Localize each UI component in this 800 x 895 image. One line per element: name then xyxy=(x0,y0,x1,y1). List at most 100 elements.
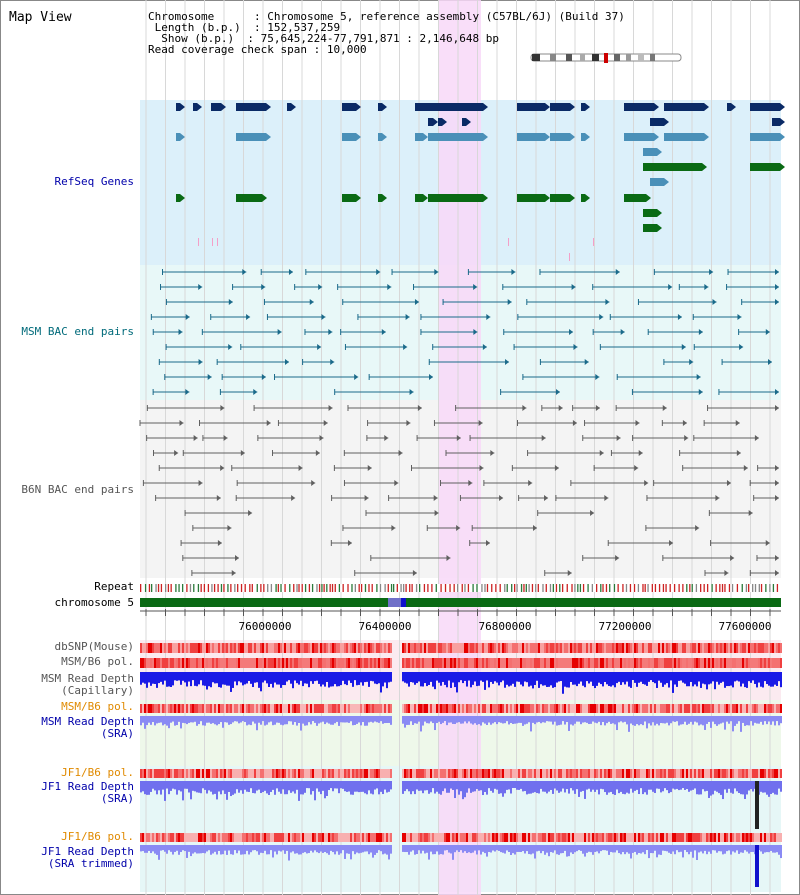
gene-arrow xyxy=(545,133,550,141)
depth-bar xyxy=(144,672,146,684)
depth-bar xyxy=(712,672,714,682)
polymorphism-mark xyxy=(212,658,214,668)
polymorphism-mark xyxy=(164,704,166,713)
polymorphism-mark xyxy=(468,704,470,713)
polymorphism-mark xyxy=(738,643,740,653)
track-label-refseq[interactable]: RefSeq Genes xyxy=(54,175,134,188)
polymorphism-mark xyxy=(176,769,178,778)
track-label-jf1-b6-pol-2[interactable]: JF1/B6 pol. xyxy=(61,830,134,843)
polymorphism-mark xyxy=(264,704,266,713)
polymorphism-mark xyxy=(154,704,156,713)
depth-bar xyxy=(172,716,174,722)
depth-bar xyxy=(706,781,708,791)
track-label-msm-bac[interactable]: MSM BAC end pairs xyxy=(21,325,134,338)
polymorphism-mark xyxy=(448,658,450,668)
polymorphism-mark xyxy=(750,643,752,653)
polymorphism-mark xyxy=(508,769,510,778)
track-label-msm-depth-capillary[interactable]: MSM Read Depth (Capillary) xyxy=(41,673,134,697)
depth-bar xyxy=(580,716,582,725)
polymorphism-mark xyxy=(680,658,682,668)
depth-bar xyxy=(526,781,528,795)
polymorphism-mark xyxy=(414,658,416,668)
polymorphism-mark xyxy=(414,643,416,653)
repeat-mark xyxy=(647,584,649,592)
depth-bar xyxy=(728,716,730,724)
depth-bar xyxy=(282,781,284,790)
polymorphism-mark xyxy=(608,643,610,653)
track-label-msm-b6-pol-2[interactable]: MSM/B6 pol. xyxy=(61,700,134,713)
depth-bar xyxy=(562,672,564,694)
polymorphism-mark xyxy=(324,704,326,713)
track-label-jf1-depth-trimmed[interactable]: JF1 Read Depth (SRA trimmed) xyxy=(41,846,134,870)
depth-bar xyxy=(530,781,532,794)
polymorphism-mark xyxy=(262,658,264,668)
track-label-msm-depth-sra[interactable]: MSM Read Depth (SRA) xyxy=(41,716,134,740)
polymorphism-mark xyxy=(368,833,370,842)
polymorphism-mark xyxy=(540,704,542,713)
polymorphism-mark xyxy=(750,658,752,668)
depth-bar xyxy=(192,672,194,681)
depth-bar xyxy=(228,716,230,725)
track-label-b6n-bac[interactable]: B6N BAC end pairs xyxy=(21,483,134,496)
track-label-jf1-b6-pol[interactable]: JF1/B6 pol. xyxy=(61,766,134,779)
polymorphism-mark xyxy=(744,833,746,842)
polymorphism-mark xyxy=(222,658,224,668)
depth-bar xyxy=(732,672,734,688)
depth-bar xyxy=(192,845,194,854)
polymorphism-mark xyxy=(640,658,642,668)
depth-bar xyxy=(776,845,778,853)
polymorphism-mark xyxy=(172,658,174,668)
polymorphism-mark xyxy=(426,704,428,713)
polymorphism-mark xyxy=(406,833,408,842)
chromosome-info: Chromosome : Chromosome 5, reference ass… xyxy=(148,10,625,56)
depth-bar xyxy=(196,781,198,793)
depth-bar xyxy=(192,716,194,723)
polymorphism-mark xyxy=(154,658,156,668)
polymorphism-mark xyxy=(488,769,490,778)
polymorphism-mark xyxy=(560,658,562,668)
polymorphism-mark xyxy=(594,658,596,668)
depth-bar xyxy=(508,716,510,725)
depth-bar xyxy=(176,716,178,726)
depth-bar xyxy=(194,781,196,792)
polymorphism-mark xyxy=(204,658,206,668)
polymorphism-mark xyxy=(534,704,536,713)
bac-pair-end xyxy=(398,450,403,456)
depth-bar xyxy=(590,845,592,853)
chromosome-ideogram[interactable] xyxy=(530,52,685,64)
depth-bar xyxy=(770,672,772,687)
bac-pair-end xyxy=(242,269,247,275)
depth-bar xyxy=(142,716,144,723)
polymorphism-mark xyxy=(286,769,288,778)
depth-bar xyxy=(332,781,334,792)
depth-bar xyxy=(660,716,662,724)
depth-bar xyxy=(142,672,144,683)
depth-bar xyxy=(486,716,488,726)
polymorphism-mark xyxy=(610,833,612,842)
bac-pair-end xyxy=(555,389,560,395)
track-label-msm-b6-pol[interactable]: MSM/B6 pol. xyxy=(61,655,134,668)
polymorphism-mark xyxy=(408,704,410,713)
track-label-repeat[interactable]: Repeat xyxy=(94,580,134,593)
depth-bar xyxy=(742,672,744,684)
depth-bar xyxy=(440,781,442,795)
depth-bar xyxy=(658,672,660,681)
depth-bar xyxy=(548,716,550,722)
depth-bar xyxy=(218,716,220,725)
polymorphism-mark xyxy=(378,769,380,778)
track-label-dbsnp[interactable]: dbSNP(Mouse) xyxy=(54,640,134,653)
bac-pair-end xyxy=(554,465,559,471)
depth-bar xyxy=(520,781,522,789)
polymorphism-mark xyxy=(202,658,204,668)
track-label-jf1-depth-sra[interactable]: JF1 Read Depth (SRA) xyxy=(41,781,134,805)
depth-bar xyxy=(626,781,628,793)
polymorphism-mark xyxy=(682,833,684,842)
polymorphism-mark xyxy=(240,769,242,778)
axis-tick-label: 77200000 xyxy=(599,620,652,633)
polymorphism-mark xyxy=(270,833,272,842)
track-label-chromosome[interactable]: chromosome 5 xyxy=(54,596,134,609)
depth-bar xyxy=(238,716,240,724)
polymorphism-mark xyxy=(242,704,244,713)
depth-bar xyxy=(324,672,326,687)
polymorphism-mark xyxy=(622,704,624,713)
